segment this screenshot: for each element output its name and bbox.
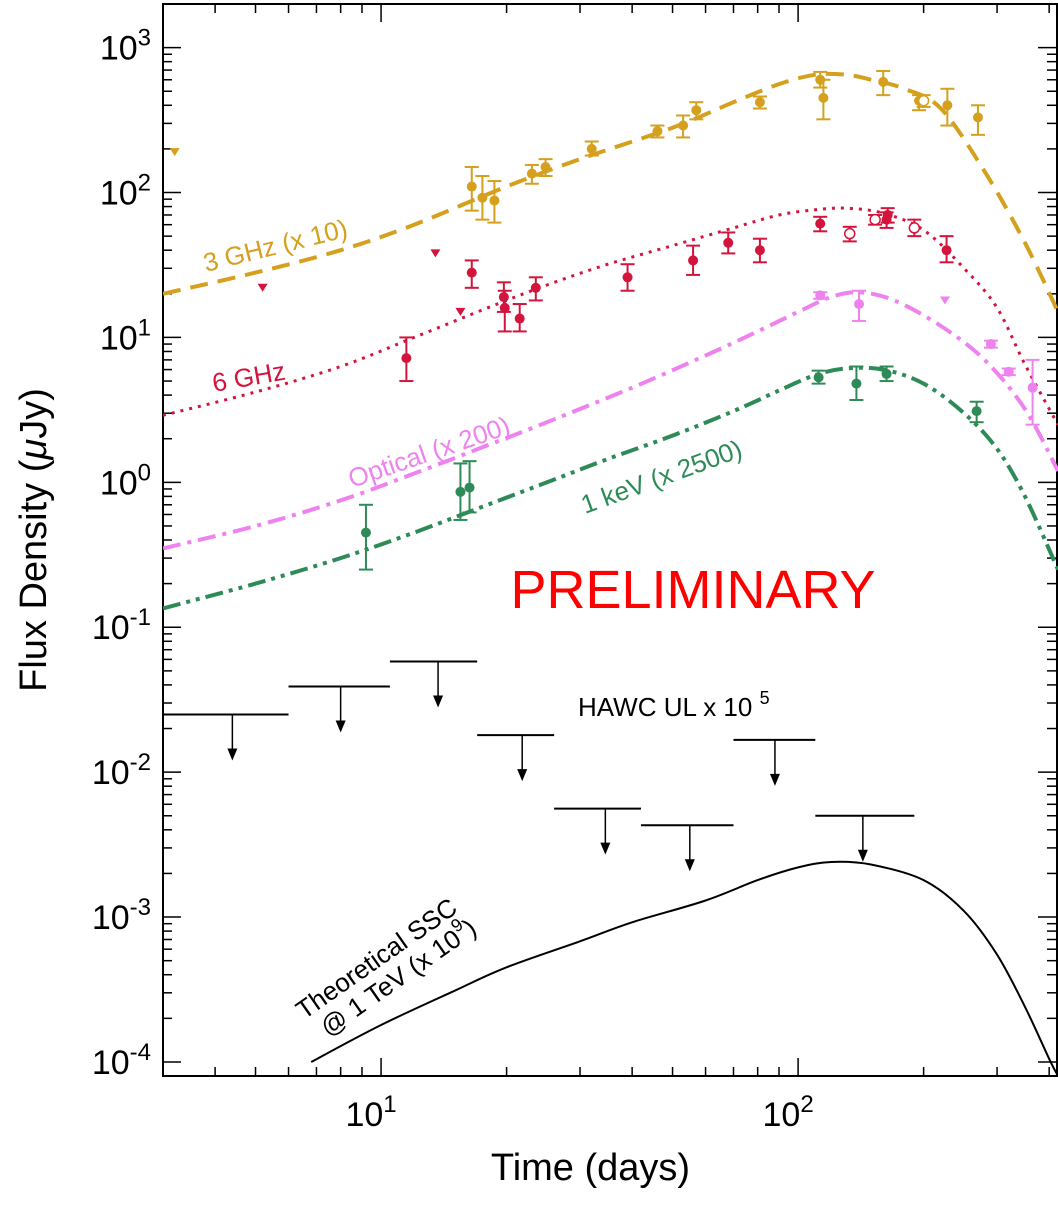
- label-ghz6: 6 GHz: [210, 356, 288, 398]
- hawc-ul-arrowhead: [433, 695, 444, 708]
- model-curve-optical: [163, 290, 1058, 551]
- hawc-ul-arrowhead: [335, 720, 346, 733]
- data-point-open: [917, 94, 930, 107]
- series-optical: [163, 289, 1058, 551]
- data-point: [464, 482, 475, 493]
- y-tick-label: 103: [100, 25, 151, 68]
- series-ghz6: [163, 206, 1058, 426]
- data-point: [466, 181, 477, 192]
- label-layer: 103 102 101 100 10-1 10-2 10-3 10-4 101 102 Time (…: [13, 25, 876, 1189]
- x-tick-label: 102: [762, 1091, 813, 1134]
- data-point: [941, 245, 952, 256]
- upper-limit-marker: [169, 148, 180, 157]
- data-point: [652, 126, 663, 137]
- upper-limit-marker: [430, 249, 441, 258]
- y-tick-label: 10-2: [92, 749, 151, 792]
- upper-limit-marker: [455, 307, 466, 316]
- data-point: [815, 290, 826, 301]
- data-point-open: [908, 222, 921, 234]
- model-curve-ssc: [310, 860, 1058, 1076]
- data-point: [818, 92, 829, 103]
- data-point: [540, 162, 551, 173]
- data-point: [622, 272, 633, 283]
- data-point: [499, 302, 510, 313]
- data-point: [815, 218, 826, 229]
- label-optical: Optical (x 200): [344, 410, 514, 493]
- data-point: [477, 192, 488, 203]
- x-tick-label: 101: [345, 1091, 396, 1134]
- model-curve-xray: [163, 365, 1058, 611]
- y-tick-label: 100: [100, 459, 151, 502]
- upper-limit-marker: [939, 296, 950, 305]
- data-point: [985, 339, 996, 350]
- y-tick-label: 10-3: [92, 894, 151, 937]
- data-point: [723, 237, 734, 248]
- y-tick-label: 10-4: [92, 1039, 151, 1082]
- preliminary-watermark: PRELIMINARY: [510, 560, 875, 620]
- y-axis-title: Flux Density (μJy): [13, 388, 55, 692]
- label-ssc: Theoretical SSC@ 1 TeV (x 109): [290, 892, 482, 1042]
- hawc-ul-arrowhead: [227, 748, 238, 761]
- data-point: [401, 353, 412, 364]
- data-point: [586, 143, 597, 154]
- series-layer: [163, 69, 1058, 1076]
- data-point: [360, 527, 371, 538]
- data-point: [489, 195, 500, 206]
- axes-layer: [162, 3, 1058, 1077]
- data-point: [882, 209, 893, 220]
- series-ghz3: [163, 69, 1058, 313]
- data-point: [530, 282, 541, 293]
- hawc-ul-arrowhead: [684, 859, 695, 872]
- data-point: [1027, 382, 1038, 393]
- data-point: [514, 313, 525, 324]
- data-point: [466, 267, 477, 278]
- y-tick-label: 10-1: [92, 604, 151, 647]
- data-point: [854, 299, 865, 310]
- model-curve-ghz3: [163, 71, 1058, 313]
- hawc-ul-arrowhead: [600, 842, 611, 855]
- data-point: [526, 168, 537, 179]
- data-point: [942, 100, 953, 111]
- x-axis-title: Time (days): [491, 1147, 690, 1189]
- series-ssc: [310, 860, 1058, 1076]
- upper-limit-marker: [257, 283, 268, 292]
- data-point: [971, 406, 982, 417]
- series-xray: [163, 365, 1058, 611]
- data-point: [878, 76, 889, 87]
- data-point: [1003, 366, 1014, 377]
- data-point: [691, 105, 702, 116]
- y-tick-label: 101: [100, 314, 151, 357]
- data-point: [678, 120, 689, 131]
- hawc-ul-arrowhead: [857, 849, 868, 862]
- model-curve-ghz6: [163, 206, 1058, 426]
- hawc-ul-arrowhead: [517, 769, 528, 782]
- y-tick-label: 102: [100, 170, 151, 213]
- hawc-ul-arrowhead: [769, 773, 780, 786]
- data-point: [972, 112, 983, 123]
- series-hawc: [163, 660, 915, 872]
- data-point: [754, 97, 765, 108]
- data-point: [455, 486, 466, 497]
- data-point: [851, 378, 862, 389]
- data-point: [881, 368, 892, 379]
- label-xray: 1 keV (x 2500): [577, 434, 746, 520]
- data-point: [813, 372, 824, 383]
- data-point: [688, 255, 699, 266]
- data-point-open: [869, 213, 881, 226]
- data-point-open: [843, 227, 856, 240]
- label-hawc: HAWC UL x 10 5: [578, 688, 770, 722]
- plot-frame: [162, 3, 1058, 1077]
- data-point: [754, 245, 765, 256]
